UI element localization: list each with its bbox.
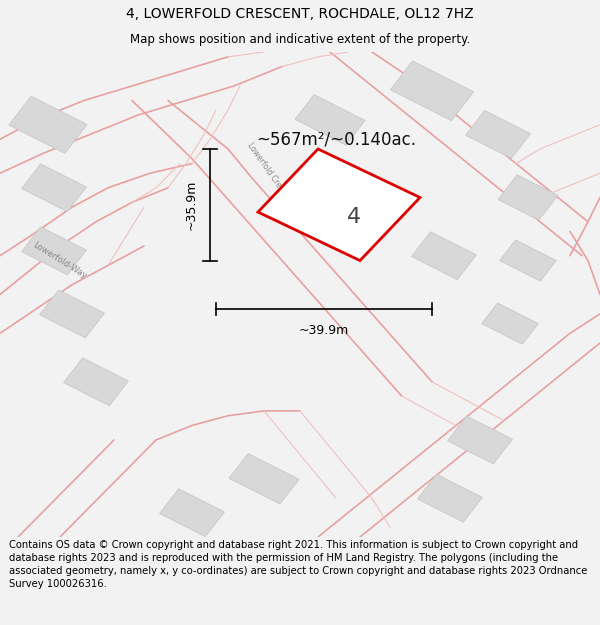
Text: 4, LOWERFOLD CRESCENT, ROCHDALE, OL12 7HZ: 4, LOWERFOLD CRESCENT, ROCHDALE, OL12 7H… — [126, 7, 474, 21]
Polygon shape — [22, 164, 86, 212]
Polygon shape — [64, 358, 128, 406]
Polygon shape — [448, 416, 512, 464]
Polygon shape — [229, 454, 299, 504]
Polygon shape — [160, 489, 224, 537]
Polygon shape — [391, 61, 473, 121]
Text: ~567m²/~0.140ac.: ~567m²/~0.140ac. — [256, 130, 416, 148]
Polygon shape — [466, 111, 530, 158]
Polygon shape — [9, 96, 87, 153]
Polygon shape — [40, 290, 104, 338]
Text: ~35.9m: ~35.9m — [185, 179, 198, 230]
Polygon shape — [498, 175, 558, 220]
Polygon shape — [258, 149, 420, 261]
Text: Lowerfold Crescent: Lowerfold Crescent — [245, 141, 295, 206]
Polygon shape — [295, 95, 365, 145]
Polygon shape — [418, 474, 482, 522]
Polygon shape — [412, 232, 476, 279]
Polygon shape — [482, 303, 538, 344]
Text: 4: 4 — [347, 207, 361, 227]
Text: Contains OS data © Crown copyright and database right 2021. This information is : Contains OS data © Crown copyright and d… — [9, 539, 587, 589]
Text: Map shows position and indicative extent of the property.: Map shows position and indicative extent… — [130, 32, 470, 46]
Text: ~39.9m: ~39.9m — [299, 324, 349, 337]
Polygon shape — [22, 227, 86, 275]
Polygon shape — [500, 240, 556, 281]
Text: Lowerfold-Way: Lowerfold-Way — [31, 241, 89, 281]
